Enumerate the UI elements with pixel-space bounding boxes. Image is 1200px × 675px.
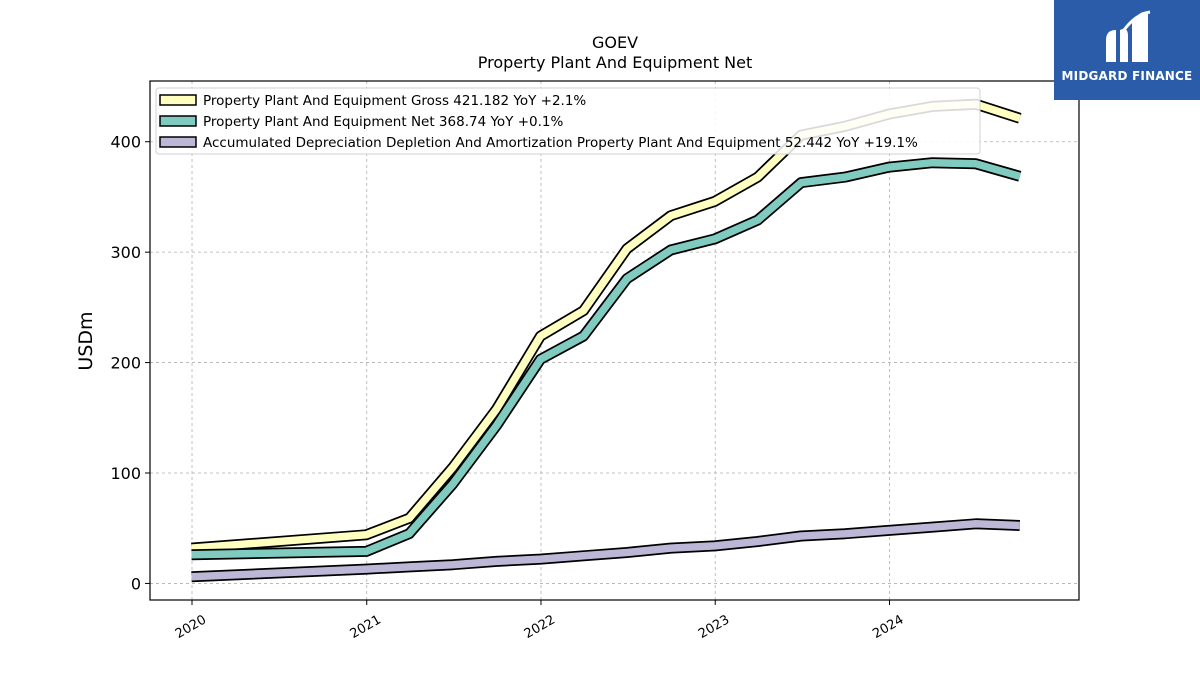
x-tick-label: 2021 — [348, 612, 384, 642]
y-tick-label: 100 — [110, 464, 141, 483]
x-tick-label: 2023 — [696, 612, 732, 642]
legend-entry: Accumulated Depreciation Depletion And A… — [203, 135, 918, 151]
logo-mark-icon — [1106, 10, 1151, 62]
x-tick-label: 2020 — [173, 612, 209, 642]
legend-entry: Property Plant And Equipment Gross 421.1… — [203, 93, 586, 109]
chart-title: GOEV — [592, 33, 638, 52]
logo-text: MIDGARD FINANCE — [1061, 69, 1193, 83]
legend: Property Plant And Equipment Gross 421.1… — [155, 87, 981, 155]
y-tick-label: 400 — [110, 133, 141, 152]
legend-entry: Property Plant And Equipment Net 368.74 … — [203, 114, 563, 130]
midgard-finance-logo: MIDGARD FINANCE — [1054, 0, 1200, 100]
y-tick-label: 300 — [110, 243, 141, 262]
legend-swatch — [159, 136, 197, 148]
legend-box — [155, 87, 981, 155]
x-tick-label: 2022 — [522, 612, 558, 642]
y-tick-label: 200 — [110, 354, 141, 373]
chart-subtitle: Property Plant And Equipment Net — [478, 53, 753, 72]
y-axis-label: USDm — [75, 311, 97, 370]
plot-frame — [149, 80, 1080, 601]
series-line-outline — [191, 157, 1022, 561]
series-layer — [191, 98, 1022, 583]
series-line — [191, 158, 1021, 559]
y-tick-label: 0 — [131, 574, 141, 593]
legend-swatch — [159, 94, 197, 106]
x-tick-label: 2024 — [870, 612, 906, 642]
series-line — [191, 520, 1020, 581]
legend-swatch — [159, 115, 197, 127]
